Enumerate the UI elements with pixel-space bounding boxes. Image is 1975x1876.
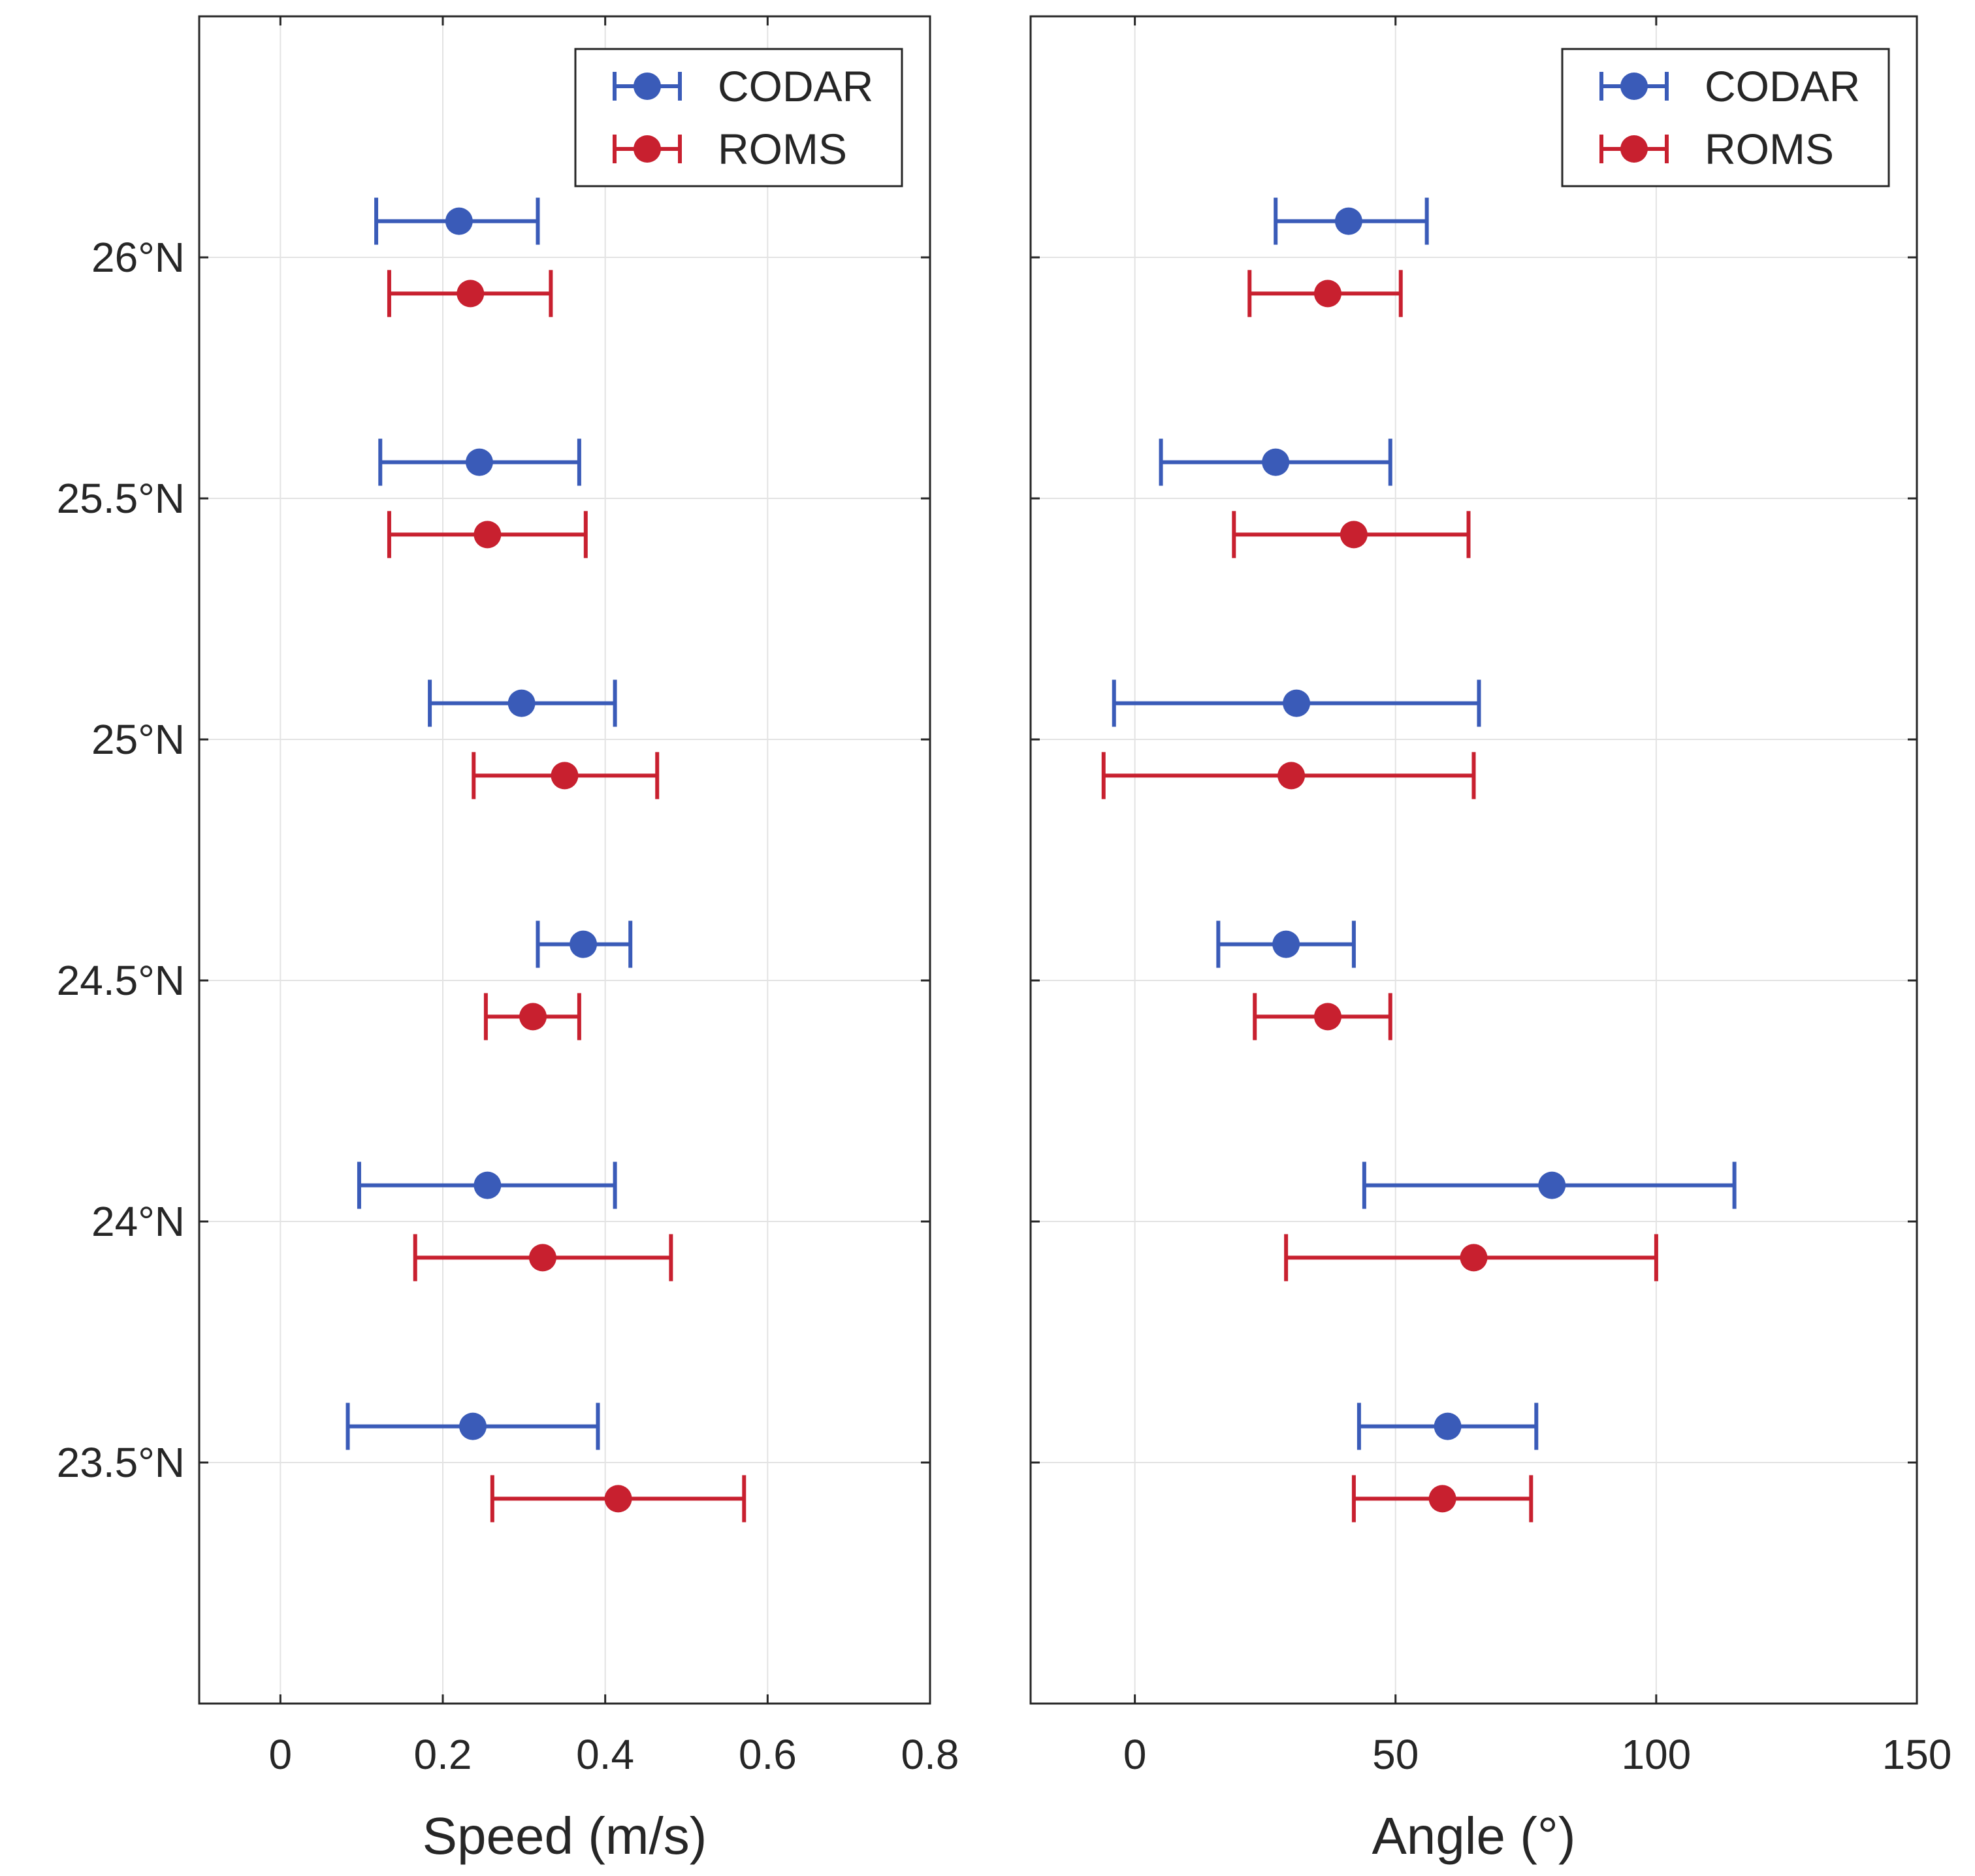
speed-legend-roms-label: ROMS	[718, 125, 847, 173]
angle-codar-point	[1334, 207, 1362, 235]
speed-roms-point	[474, 521, 502, 549]
speed-y-tick-label: 23.5°N	[57, 1439, 185, 1486]
angle-codar-point	[1434, 1412, 1462, 1440]
speed-codar-point	[459, 1412, 487, 1440]
angle-x-axis-label: Angle (°)	[1372, 1807, 1575, 1865]
speed-y-tick-label: 24.5°N	[57, 957, 185, 1004]
speed-x-tick-label: 0	[269, 1731, 293, 1778]
speed-codar-point	[465, 448, 493, 476]
angle-plot-area	[1031, 16, 1917, 1704]
angle-roms-point	[1277, 762, 1306, 790]
angle-x-tick-label: 50	[1372, 1731, 1419, 1778]
speed-plot-area	[199, 16, 930, 1704]
angle-axes-frame	[1029, 15, 1918, 1705]
speed-roms-point	[551, 762, 579, 790]
speed-x-tick-label: 0.4	[576, 1731, 634, 1778]
angle-x-tick-label: 0	[1123, 1731, 1147, 1778]
angle-legend-codar-marker	[1620, 73, 1648, 100]
speed-panel: 0 0.2 0.4 0.6 0.8 23.5°N 24°N 24.5°N 25°N 25.5°N 2…	[57, 15, 959, 1865]
speed-codar-point	[474, 1171, 502, 1199]
angle-legend-codar-label: CODAR	[1705, 62, 1860, 110]
angle-roms-point	[1460, 1244, 1488, 1272]
speed-legend-box	[574, 48, 903, 187]
speed-x-tick-label: 0.6	[739, 1731, 797, 1778]
angle-roms-point	[1313, 280, 1341, 308]
speed-roms-point	[604, 1485, 632, 1513]
speed-x-tick-label: 0.2	[414, 1731, 472, 1778]
angle-legend-box	[1561, 48, 1890, 187]
angle-x-tick-label: 100	[1621, 1731, 1691, 1778]
angle-codar-point	[1272, 930, 1300, 958]
speed-x-axis-label: Speed (m/s)	[423, 1807, 707, 1865]
speed-codar-point	[570, 930, 598, 958]
speed-legend-codar-marker	[634, 73, 661, 100]
speed-roms-point	[528, 1244, 556, 1272]
angle-legend: CODAR ROMS	[1561, 48, 1890, 187]
angle-codar-point	[1283, 689, 1311, 717]
angle-codar-point	[1538, 1171, 1566, 1199]
speed-legend-roms-marker	[634, 135, 661, 163]
angle-roms-point	[1428, 1485, 1456, 1513]
speed-codar-point	[507, 689, 536, 717]
speed-y-tick-label: 25.5°N	[57, 475, 185, 522]
speed-legend-codar-label: CODAR	[718, 62, 873, 110]
speed-y-tick-label: 26°N	[91, 234, 185, 281]
speed-x-tick-label: 0.8	[901, 1731, 959, 1778]
angle-panel: 0 50 100 150 Angle (°) CODAR ROMS	[1029, 15, 1952, 1865]
angle-x-tick-label: 150	[1882, 1731, 1952, 1778]
angle-roms-point	[1313, 1003, 1341, 1031]
speed-y-tick-label: 25°N	[91, 716, 185, 763]
angle-roms-point	[1340, 521, 1368, 549]
angle-legend-roms-marker	[1620, 135, 1648, 163]
angle-legend-roms-label: ROMS	[1705, 125, 1834, 173]
speed-legend: CODAR ROMS	[574, 48, 903, 187]
angle-codar-point	[1262, 448, 1290, 476]
speed-codar-point	[445, 207, 473, 235]
speed-roms-point	[519, 1003, 547, 1031]
speed-y-tick-label: 24°N	[91, 1198, 185, 1245]
speed-axes-frame	[198, 15, 931, 1705]
speed-roms-point	[457, 280, 485, 308]
